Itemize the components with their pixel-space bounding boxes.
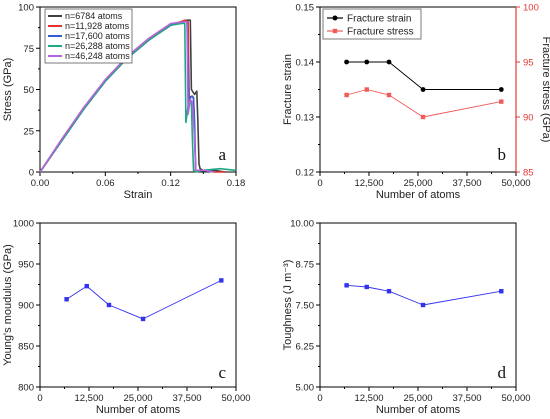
data-point — [344, 283, 349, 288]
data-point — [499, 289, 504, 294]
x-tick-label: 50,000 — [501, 178, 530, 189]
x-tick-label: 0 — [37, 393, 42, 404]
x-axis-label: Number of atoms — [96, 404, 181, 416]
y-tick-label: 10.00 — [290, 219, 314, 230]
data-point — [106, 302, 112, 308]
legend-entry: Fracture stress — [347, 27, 414, 38]
right-y-tick-label: 100 — [523, 3, 539, 14]
x-tick-label: 50,000 — [501, 393, 530, 404]
data-point — [420, 87, 426, 92]
y-tick-label: 800 — [18, 383, 34, 394]
x-tick-label: 0.18 — [227, 178, 246, 189]
y-axis-label: Fracture strain — [282, 54, 294, 125]
right-y-tick-label: 85 — [523, 168, 534, 179]
data-point — [364, 59, 370, 65]
y-tick-label: 850 — [18, 342, 34, 353]
plot-frame — [319, 222, 517, 388]
data-point — [386, 59, 392, 65]
y-tick-label: 1000 — [13, 219, 34, 230]
data-point — [498, 87, 504, 92]
series-line-1 — [346, 89, 502, 118]
legend-entry: n=6784 atoms — [65, 11, 123, 21]
series-line-3 — [39, 22, 237, 173]
series-line-0 — [66, 279, 222, 320]
legend-entry: Fracture strain — [347, 14, 411, 25]
y-tick-label: 100 — [18, 3, 34, 14]
legend-marker — [332, 28, 338, 34]
legend-box — [322, 8, 422, 40]
x-tick-label: 12,500 — [354, 178, 383, 189]
data-point — [344, 59, 349, 65]
data-point — [499, 99, 504, 104]
y-tick-label: 0.15 — [296, 3, 315, 14]
legend-marker — [332, 15, 338, 21]
data-point — [364, 87, 369, 92]
data-point — [64, 297, 69, 302]
x-tick-label: 25,000 — [403, 178, 432, 189]
y-tick-label: 8.75 — [296, 260, 315, 271]
x-tick-label: 0.12 — [161, 178, 180, 189]
right-y-tick-label: 90 — [523, 113, 534, 124]
y-tick-label: 5.00 — [296, 383, 315, 394]
x-tick-label: 50,000 — [221, 393, 250, 404]
data-point — [364, 284, 369, 290]
y-tick-label: 0.13 — [296, 113, 315, 124]
data-point — [140, 316, 146, 322]
x-tick-label: 25,000 — [403, 393, 432, 404]
y-axis-label: Toughness (J m⁻³) — [282, 260, 294, 351]
panel-label: a — [218, 145, 226, 164]
y-tick-label: 0.14 — [296, 58, 315, 69]
x-tick-label: 0.06 — [96, 178, 115, 189]
y-axis-label: Stress (GPa) — [2, 58, 14, 122]
y-tick-label: 950 — [18, 260, 34, 271]
x-axis-label: Number of atoms — [376, 404, 461, 416]
right-y-tick-label: 95 — [523, 58, 534, 69]
legend-entry: n=11,928 atoms — [65, 21, 130, 31]
panel-label: b — [498, 145, 507, 164]
x-tick-label: 0.00 — [31, 178, 50, 189]
series-line-4 — [39, 20, 215, 173]
legend-entry: n=17,600 atoms — [65, 31, 130, 41]
y-tick-label: 6.25 — [296, 342, 315, 353]
x-tick-label: 12,500 — [74, 393, 103, 404]
data-point — [420, 302, 426, 308]
data-point — [344, 92, 349, 98]
x-tick-label: 37,500 — [172, 393, 201, 404]
data-point — [219, 278, 224, 283]
legend-entry: n=26,288 atoms — [65, 41, 130, 51]
x-tick-label: 0 — [317, 178, 322, 189]
data-point — [386, 289, 392, 294]
y-axis-label: Young's moudulus (GPa) — [2, 244, 14, 366]
y-tick-label: 900 — [18, 301, 34, 312]
x-tick-label: 25,000 — [123, 393, 152, 404]
y-tick-label: 50 — [23, 85, 34, 96]
data-point — [420, 114, 426, 120]
x-tick-label: 37,500 — [452, 178, 481, 189]
x-axis-label: Strain — [124, 189, 153, 201]
x-tick-label: 0 — [317, 393, 322, 404]
y-tick-label: 25 — [23, 126, 34, 137]
panel-label: d — [498, 363, 507, 382]
series-line-0 — [346, 284, 502, 306]
data-point — [84, 283, 89, 289]
series-line-0 — [346, 61, 502, 90]
y-tick-label: 0 — [29, 168, 34, 179]
right-y-axis-label: Fracture stress (GPa) — [540, 37, 550, 143]
legend-entry: n=46,248 atoms — [65, 51, 130, 61]
data-point — [386, 92, 392, 98]
x-axis-label: Number of atoms — [376, 189, 461, 201]
y-tick-label: 7.50 — [296, 301, 315, 312]
y-tick-label: 75 — [23, 44, 34, 55]
x-tick-label: 37,500 — [452, 393, 481, 404]
plot-frame — [39, 222, 237, 388]
x-tick-label: 12,500 — [354, 393, 383, 404]
panel-label: c — [218, 363, 226, 382]
y-tick-label: 0.12 — [296, 168, 315, 179]
